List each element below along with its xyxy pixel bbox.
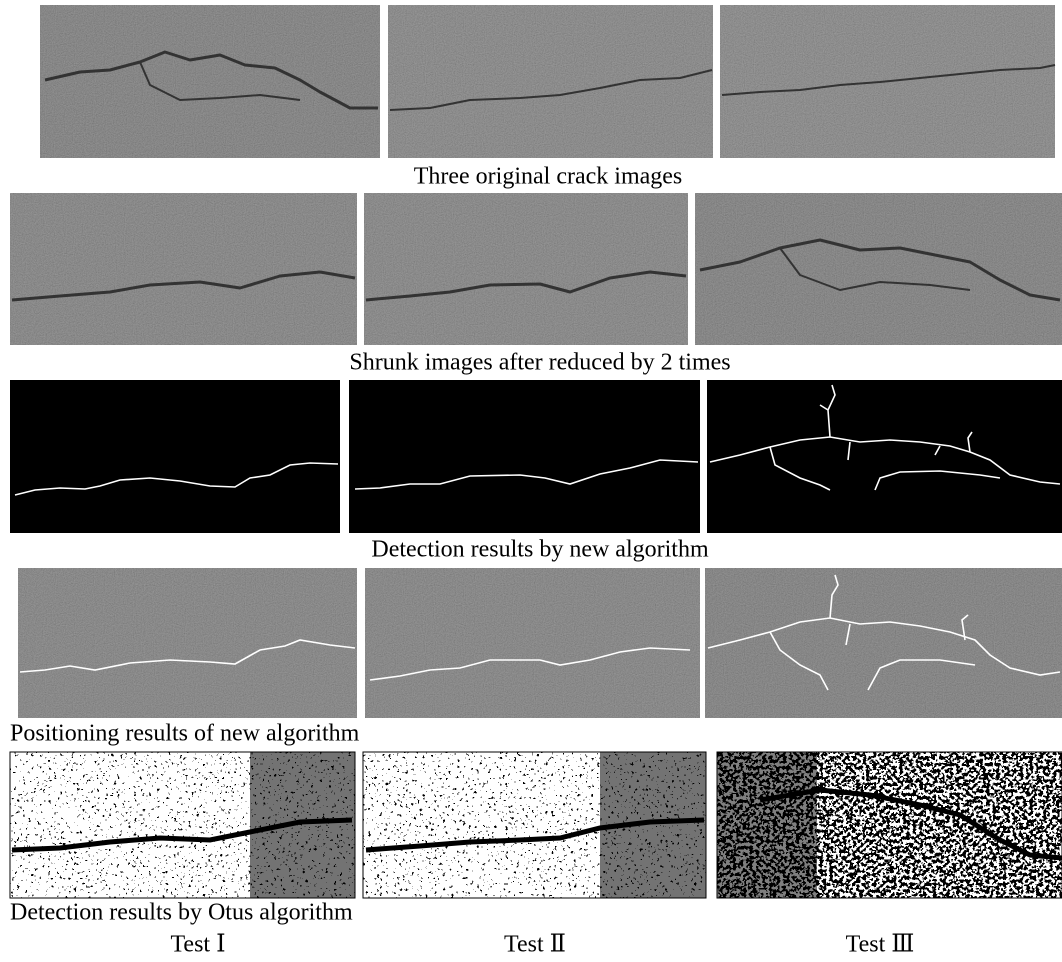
detected-crack [19,639,356,673]
image [349,380,700,533]
detected-crack [707,617,1061,676]
crack [779,247,971,291]
crack [759,787,1062,861]
test-label: Test Ⅲ [846,932,915,958]
detected-crack [769,574,976,691]
image-texture [705,568,1062,718]
otsu-images [9,751,1062,899]
detected-crack [14,462,339,496]
crack [365,270,687,302]
image [707,380,1062,533]
original-images [40,5,1056,158]
positioning-images [18,568,1062,718]
test-label: Test Ⅰ [170,932,225,958]
crack [44,50,378,110]
crack [11,270,356,302]
image-texture [388,5,713,158]
dark-region [250,752,355,898]
detected-crack [769,384,1001,491]
caption: Shrunk images after reduced by 2 times [349,350,730,376]
image-texture [364,193,688,345]
caption: Three original crack images [414,164,683,190]
dark-region [717,752,817,898]
detected-crack [709,436,1061,485]
image-texture [695,193,1062,345]
crack [365,817,705,853]
image-texture [40,5,380,158]
crack [139,61,301,101]
caption: Detection results by Otus algorithm [10,900,353,926]
image-texture [10,193,357,345]
crack [699,238,1061,302]
image-texture [365,568,700,718]
image [10,380,340,533]
caption: Detection results by new algorithm [371,537,709,563]
image-texture [18,568,357,718]
detection-images [10,380,1062,533]
detected-crack [354,459,699,490]
crack [721,64,1056,96]
detected-crack [369,647,691,681]
crack [389,69,713,111]
test-label: Test Ⅱ [504,932,566,958]
caption: Positioning results of new algorithm [10,721,360,747]
crack [11,817,353,853]
shrunk-images [10,193,1062,345]
